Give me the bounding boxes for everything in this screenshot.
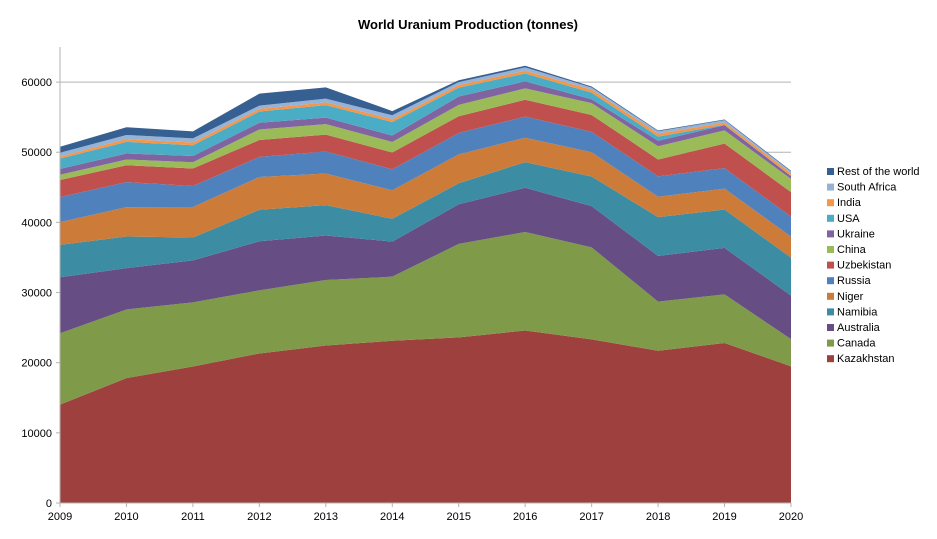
area-china	[60, 88, 791, 193]
legend-label-russia: Russia	[837, 275, 872, 287]
x-tick-label: 2013	[314, 511, 338, 523]
legend-label-uzbekistan: Uzbekistan	[837, 260, 891, 272]
x-tick-label: 2009	[48, 511, 72, 523]
x-tick-label: 2017	[579, 511, 603, 523]
legend-swatch-usa	[827, 214, 834, 222]
area-russia	[60, 116, 791, 237]
legend-label-niger: Niger	[837, 291, 864, 303]
x-tick-label: 2019	[712, 511, 736, 523]
legend-label-kazakhstan: Kazakhstan	[837, 353, 894, 365]
legend-label-china: China	[837, 244, 867, 256]
x-tick-label: 2015	[446, 511, 470, 523]
x-tick-label: 2011	[181, 511, 205, 523]
x-tick-labels: 2009 2010 2011 2012 2013 2014 2015 2016 2017 2018…	[48, 511, 803, 523]
legend-swatch-kazakhstan	[827, 355, 834, 363]
legend-swatch-australia	[827, 324, 834, 331]
y-tick-label: 40000	[21, 217, 52, 229]
y-tick-label: 30000	[21, 288, 52, 300]
x-tick-label: 2010	[114, 511, 138, 523]
area-uzbekistan	[60, 99, 791, 217]
x-tick-label: 2014	[380, 511, 404, 523]
legend-label-australia: Australia	[837, 322, 881, 334]
legend-swatch-south-africa	[827, 183, 834, 191]
legend-label-india: India	[837, 197, 862, 209]
legend-swatch-uzbekistan	[827, 261, 834, 269]
legend-swatch-ukraine	[827, 230, 834, 238]
area-kazakhstan	[60, 330, 791, 503]
axes	[56, 47, 792, 507]
legend-label-south-africa: South Africa	[837, 182, 897, 194]
y-tick-label: 0	[46, 498, 52, 510]
x-tick-label: 2016	[513, 511, 537, 523]
legend-label-canada: Canada	[837, 338, 876, 350]
legend-swatch-india	[827, 199, 834, 207]
x-tick-label: 2012	[247, 511, 271, 523]
legend-swatch-niger	[827, 292, 834, 300]
y-tick-labels: 0 10000 20000 30000 40000 50000 60000	[21, 77, 52, 510]
legend-label-ukraine: Ukraine	[837, 228, 875, 240]
legend-swatch-china	[827, 246, 834, 253]
y-tick-label: 50000	[21, 147, 52, 159]
legend-swatch-namibia	[827, 308, 834, 316]
area-series	[60, 65, 791, 503]
legend-label-usa: USA	[837, 213, 860, 225]
y-tick-label: 60000	[21, 77, 52, 89]
legend-swatch-canada	[827, 339, 834, 347]
legend-label-rest-of-the-world: Rest of the world	[837, 166, 920, 178]
legend-label-namibia: Namibia	[837, 306, 878, 318]
legend: Rest of the world South Africa India USA Ukr…	[827, 166, 920, 365]
x-tick-label: 2020	[779, 511, 803, 523]
area-canada	[60, 232, 791, 405]
area-australia	[60, 187, 791, 340]
x-tick-label: 2018	[646, 511, 670, 523]
area-namibia	[60, 162, 791, 296]
legend-swatch-russia	[827, 277, 834, 285]
y-tick-label: 10000	[21, 428, 52, 440]
y-tick-label: 20000	[21, 358, 52, 370]
chart-title: World Uranium Production (tonnes)	[358, 17, 578, 32]
area-niger	[60, 137, 791, 258]
legend-swatch-rest-of-the-world	[827, 168, 834, 175]
